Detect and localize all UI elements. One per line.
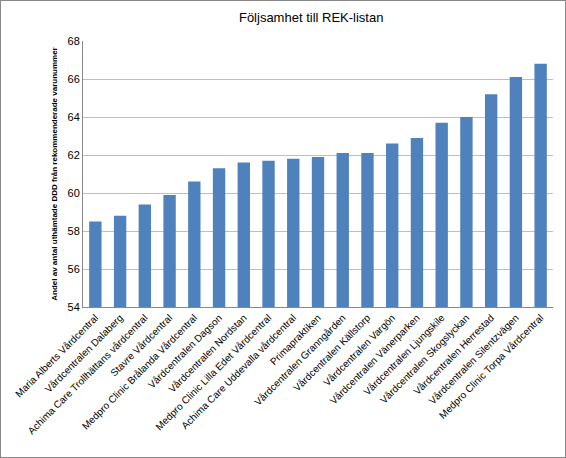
- svg-text:60: 60: [68, 187, 80, 199]
- svg-text:Achima Care Uddevalla vårdcent: Achima Care Uddevalla vårdcentral: [179, 312, 298, 431]
- svg-text:64: 64: [68, 111, 80, 123]
- svg-text:Vårdcentralen Dalaberg: Vårdcentralen Dalaberg: [43, 312, 125, 394]
- svg-text:54: 54: [68, 301, 80, 313]
- svg-text:Vårdcentralen Herrestad: Vårdcentralen Herrestad: [411, 312, 496, 397]
- svg-text:58: 58: [68, 225, 80, 237]
- svg-text:Vårdcentralen Nordstan: Vårdcentralen Nordstan: [166, 312, 248, 394]
- svg-text:Vårdcentralen Skogslyckan: Vårdcentralen Skogslyckan: [378, 312, 471, 405]
- svg-text:Vårdcentralen Källstorp: Vårdcentralen Källstorp: [291, 312, 373, 394]
- svg-text:68: 68: [68, 35, 80, 47]
- svg-text:Maria Alberts Vårdcentral: Maria Alberts Vårdcentral: [13, 312, 100, 399]
- svg-text:Achima Care Trollhättans vårdc: Achima Care Trollhättans vårdcentral: [26, 312, 150, 436]
- svg-text:Stavre Vårdcentral: Stavre Vårdcentral: [108, 312, 174, 378]
- svg-text:Vårdcentralen Vargön: Vårdcentralen Vargön: [321, 312, 397, 388]
- svg-text:Vårdcentralen Dagson: Vårdcentralen Dagson: [146, 312, 224, 390]
- svg-text:Vårdcentralen Vänerparken: Vårdcentralen Vänerparken: [328, 312, 422, 406]
- svg-text:Andel av antal uthämtade DDD f: Andel av antal uthämtade DDD från rekomm…: [50, 47, 59, 300]
- svg-text:Följsamhet till REK-listan: Följsamhet till REK-listan: [239, 10, 384, 25]
- svg-text:Medpro Clinic Torpa Vårdcentra: Medpro Clinic Torpa Vårdcentral: [437, 312, 546, 421]
- svg-text:Primapraktiken: Primapraktiken: [268, 312, 323, 367]
- svg-text:Vårdcentralen Ljungskile: Vårdcentralen Ljungskile: [361, 312, 447, 398]
- svg-text:Vårdcentralen Granngården: Vårdcentralen Granngården: [252, 312, 347, 407]
- svg-text:62: 62: [68, 149, 80, 161]
- svg-text:Medpro Clinic Brålanda Vårdcen: Medpro Clinic Brålanda Vårdcentral: [80, 312, 199, 431]
- svg-text:66: 66: [68, 73, 80, 85]
- svg-text:Medpro Clinic Lilla Edet Vårdc: Medpro Clinic Lilla Edet Vårdcentral: [153, 312, 273, 432]
- svg-text:Vårdcentralen Silentzvägen: Vårdcentralen Silentzvägen: [427, 312, 521, 406]
- svg-text:56: 56: [68, 263, 80, 275]
